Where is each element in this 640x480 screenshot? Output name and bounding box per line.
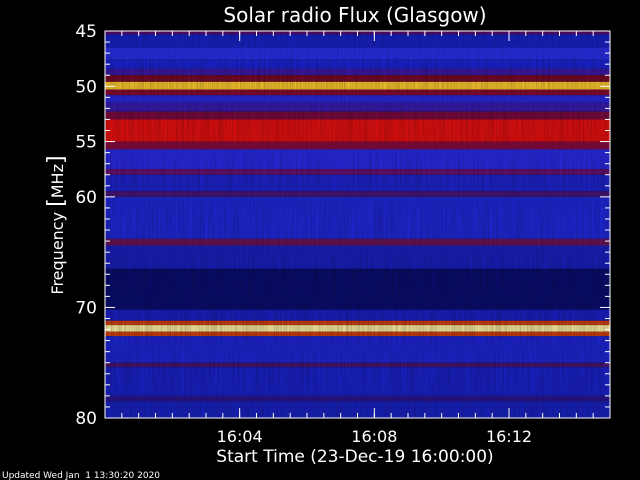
chart-title: Solar radio Flux (Glasgow) <box>223 3 486 27</box>
x-tick-label: 16:12 <box>486 427 532 446</box>
y-axis: 45 50 55 60 70 80 <box>75 22 610 429</box>
x-tick-label: 16:08 <box>351 427 397 446</box>
y-tick-label: 60 <box>75 188 97 208</box>
y-axis-label: Frequency [MHz] <box>44 155 69 294</box>
x-tick-label: 16:04 <box>217 427 263 446</box>
y-tick-label: 45 <box>75 22 97 42</box>
noise-texture <box>105 31 610 418</box>
y-tick-label: 70 <box>75 298 97 318</box>
plot-area <box>104 30 611 419</box>
x-axis-label: Start Time (23-Dec-19 16:00:00) <box>216 447 493 467</box>
x-axis: 16:04 16:08 16:12 <box>121 31 594 446</box>
y-tick-label: 80 <box>75 409 97 429</box>
y-axis-label-text: Frequency <box>48 207 67 295</box>
y-axis-label-bracket-close: ] <box>44 155 69 164</box>
y-axis-label-bracket-open: [ <box>44 198 69 207</box>
y-axis-label-unit: MHz <box>48 164 67 198</box>
y-tick-label: 50 <box>75 77 97 97</box>
updated-timestamp: Updated Wed Jan 1 13:30:20 2020 <box>2 471 160 480</box>
y-tick-label: 55 <box>75 133 97 153</box>
